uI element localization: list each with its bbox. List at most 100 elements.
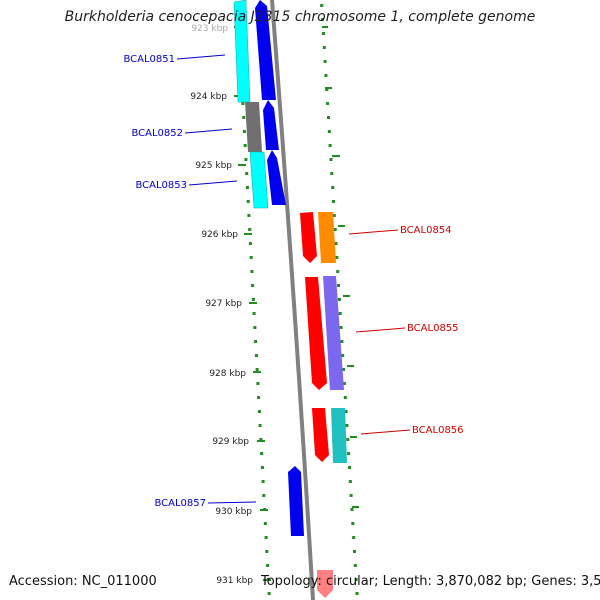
minor-tick — [350, 508, 354, 511]
minor-tick — [258, 424, 262, 427]
minor-tick — [246, 200, 250, 203]
accession-text: Accession: NC_011000 — [9, 574, 157, 589]
forward-features — [233, 0, 304, 536]
minor-tick — [247, 214, 251, 217]
minor-tick — [335, 256, 339, 259]
minor-tick — [341, 354, 345, 357]
gene-label[interactable]: BCAL0856 — [412, 425, 464, 436]
minor-tick — [340, 340, 344, 343]
minor-tick — [348, 466, 351, 469]
minor-tick — [351, 522, 355, 525]
minor-tick — [263, 522, 267, 525]
ruler-label: 925 kbp — [195, 161, 232, 171]
gene-labels: BCAL0851 BCAL0852 BCAL0853 BCAL0854 BCAL… — [123, 54, 463, 509]
minor-tick — [254, 354, 258, 357]
minor-tick — [353, 550, 356, 553]
gene-feature[interactable] — [331, 408, 347, 463]
minor-tick — [249, 256, 253, 259]
minor-tick — [343, 396, 347, 399]
minor-tick — [262, 494, 266, 497]
minor-tick — [254, 340, 258, 343]
gene-feature[interactable] — [312, 408, 329, 462]
ruler-label: 930 kbp — [215, 507, 252, 517]
minor-tick — [255, 368, 259, 371]
minor-tick — [242, 130, 246, 133]
minor-tick — [259, 438, 263, 441]
ruler-label: 929 kbp — [212, 437, 249, 447]
gene-label[interactable]: BCAL0852 — [131, 128, 183, 139]
minor-tick — [342, 368, 346, 371]
gene-feature[interactable] — [249, 151, 269, 209]
minor-tick — [321, 18, 325, 21]
minor-tick — [352, 536, 356, 539]
minor-tick — [327, 116, 330, 119]
minor-tick — [243, 144, 247, 147]
label-leaders — [176, 54, 411, 504]
ruler-label: 926 kbp — [201, 230, 238, 240]
gene-feature[interactable] — [300, 212, 317, 263]
minor-tick — [267, 592, 271, 595]
minor-tick — [248, 242, 252, 245]
minor-tick — [264, 536, 268, 539]
gene-feature[interactable] — [255, 0, 276, 100]
minor-tick — [353, 564, 357, 567]
gene-label[interactable]: BCAL0853 — [135, 180, 187, 191]
minor-tick — [333, 228, 337, 231]
gene-feature[interactable] — [323, 276, 344, 390]
gene-feature[interactable] — [305, 277, 327, 390]
minor-tick — [245, 172, 249, 175]
gene-feature[interactable] — [288, 466, 304, 536]
minor-tick — [322, 46, 326, 49]
leader-line — [355, 327, 406, 333]
minor-tick — [339, 326, 343, 329]
minor-tick — [330, 172, 334, 175]
gene-label[interactable]: BCAL0851 — [123, 54, 175, 65]
minor-tick — [248, 228, 252, 231]
minor-tick — [331, 186, 335, 189]
ruler-label: 927 kbp — [205, 299, 242, 309]
gene-label[interactable]: BCAL0854 — [400, 225, 452, 236]
minor-tick — [337, 298, 341, 301]
map-title: Burkholderia cenocepacia J2315 chromosom… — [64, 9, 536, 25]
leader-line — [207, 501, 257, 504]
ruler-label: 923 kbp — [191, 24, 228, 34]
minor-tick — [250, 270, 254, 273]
leader-line — [184, 128, 233, 134]
minor-tick — [328, 144, 332, 147]
minor-tick — [257, 410, 261, 413]
minor-tick — [348, 480, 352, 483]
minor-tick — [325, 88, 329, 91]
minor-tick — [345, 424, 349, 427]
gene-feature[interactable] — [267, 150, 286, 205]
minor-tick — [344, 410, 348, 413]
reverse-features — [300, 212, 347, 598]
ruler: 923 kbp 924 kbp 925 kbp 926 kbp 927 kbp … — [190, 24, 359, 586]
minor-tick — [241, 102, 245, 105]
minor-tick — [329, 158, 333, 161]
minor-tick — [327, 130, 331, 133]
gene-feature[interactable] — [318, 212, 336, 263]
minor-tick — [251, 298, 255, 301]
ruler-label: 928 kbp — [209, 369, 246, 379]
minor-tick — [251, 284, 255, 287]
minor-tick — [332, 200, 335, 203]
gene-feature[interactable] — [263, 100, 279, 150]
minor-tick — [244, 158, 248, 161]
gene-label[interactable]: BCAL0855 — [407, 323, 459, 334]
ruler-label: 931 kbp — [216, 576, 253, 586]
gene-feature[interactable] — [317, 570, 333, 598]
minor-tick — [336, 270, 340, 273]
minor-tick — [252, 312, 256, 315]
minor-tick — [332, 214, 336, 217]
minor-tick — [261, 480, 265, 483]
gene-label[interactable]: BCAL0857 — [154, 498, 206, 509]
minor-tick — [355, 592, 359, 595]
minor-tick — [260, 452, 264, 455]
ruler-label: 924 kbp — [190, 92, 227, 102]
minor-tick — [245, 186, 249, 189]
dotted-tick-lines — [236, 4, 359, 595]
leader-line — [176, 54, 226, 60]
minor-tick — [256, 382, 260, 385]
minor-tick — [349, 494, 353, 497]
gene-feature[interactable] — [245, 102, 262, 152]
